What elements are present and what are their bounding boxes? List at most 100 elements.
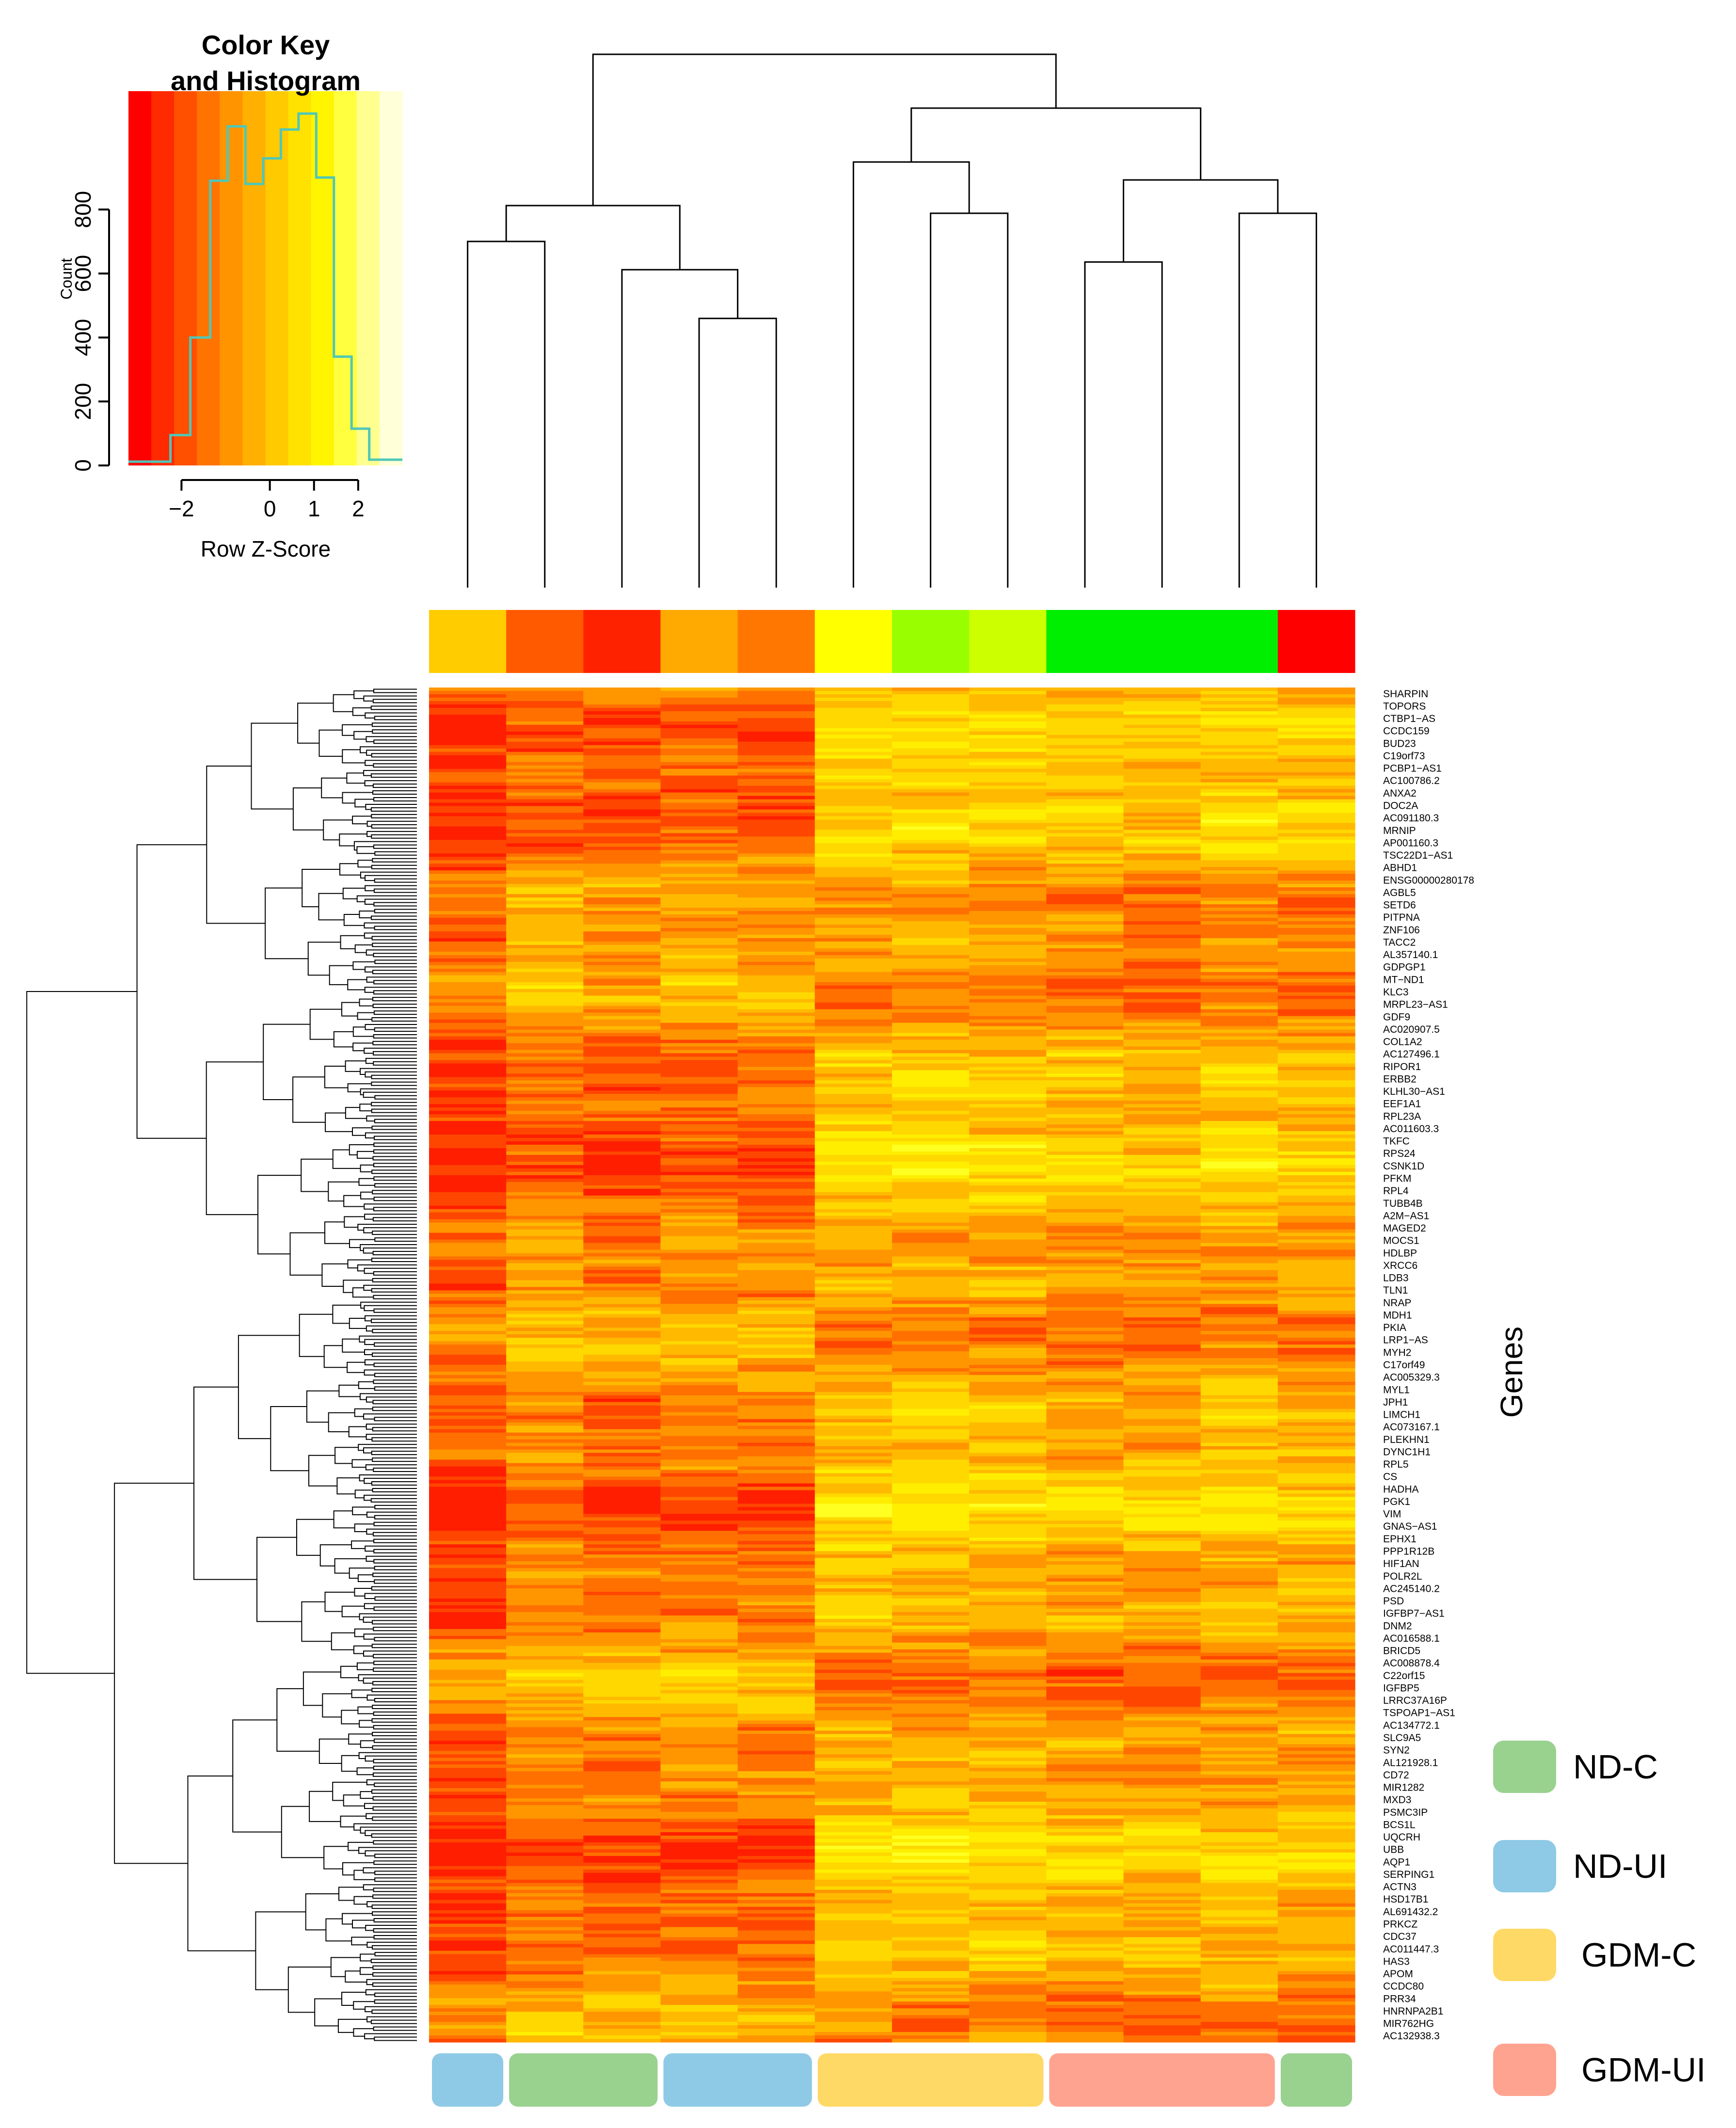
heatmap-cell [506,941,584,945]
heatmap-cell [429,1321,507,1325]
heatmap-cell [660,1551,738,1555]
heatmap-cell [814,1192,892,1196]
dendrogram-merge [374,1515,417,1520]
heatmap-cell [1277,1348,1355,1352]
heatmap-cell [892,1277,970,1280]
heatmap-cell [660,1632,738,1636]
heatmap-cell [660,1696,738,1701]
heatmap-cell [1200,1425,1278,1430]
heatmap-cell [1123,1923,1201,1928]
heatmap-cell [737,1490,815,1494]
heatmap-cell [1123,1646,1201,1650]
heatmap-cell [814,1792,892,1795]
dendrogram-merge [374,1952,417,1956]
heatmap-cell [1123,1439,1201,1443]
dendrogram-merge [372,784,417,788]
heatmap-cell [814,975,892,979]
heatmap-cell [1123,1490,1201,1494]
heatmap-cell [506,1693,584,1697]
heatmap-cell [583,1903,661,1907]
heatmap-cell [1200,1480,1278,1484]
dendrogram-merge [351,1459,373,1468]
heatmap-cell [1277,938,1355,942]
heatmap-cell [737,891,815,895]
heatmap-cell [583,1541,661,1545]
heatmap-cell [1277,1696,1355,1701]
heatmap-cell [892,1561,970,1565]
heatmap-cell [1123,1903,1201,1907]
heatmap-cell [429,1232,507,1237]
heatmap-cell [969,1324,1047,1328]
heatmap-cell [892,1246,970,1250]
heatmap-cell [969,1239,1047,1244]
heatmap-cell [1277,1951,1355,1954]
heatmap-cell [892,1171,970,1176]
heatmap-cell [814,1507,892,1511]
heatmap-cell [969,718,1047,722]
heatmap-cell [583,1141,661,1145]
heatmap-cell [892,978,970,983]
sample-color-cell [660,610,738,673]
heatmap-cell [1046,1900,1124,1904]
heatmap-cell [1277,1565,1355,1568]
heatmap-cell [892,1666,970,1670]
dendrogram-merge [347,979,367,991]
heatmap-cell [1046,1852,1124,1856]
heatmap-cell [506,1395,584,1399]
heatmap-cell [737,1080,815,1084]
heatmap-cell [737,745,815,749]
heatmap-cell [660,1927,738,1931]
heatmap-cell [892,728,970,732]
heatmap-cell [892,1940,970,1945]
heatmap-cell [429,1639,507,1643]
heatmap-cell [583,1690,661,1694]
heatmap-cell [1200,755,1278,759]
heatmap-cell [1046,1226,1124,1230]
heatmap-cell [1046,1710,1124,1714]
heatmap-cell [583,1094,661,1098]
heatmap-cell [660,741,738,746]
heatmap-cell [1046,928,1124,932]
heatmap-cell [1046,1676,1124,1680]
dendrogram-merge [370,1498,417,1503]
heatmap-cell [1200,1338,1278,1342]
heatmap-cell [660,1429,738,1433]
heatmap-cell [583,1385,661,1389]
heatmap-cell [1123,1040,1201,1044]
heatmap-cell [1200,887,1278,891]
heatmap-cell [660,1717,738,1721]
heatmap-cell [814,1026,892,1030]
heatmap-cell [892,745,970,749]
heatmap-cell [1277,799,1355,803]
heatmap-cell [429,1568,507,1572]
heatmap-cell [506,1659,584,1664]
heatmap-cell [429,1764,507,1768]
heatmap-cell [737,1808,815,1812]
heatmap-cell [506,1453,584,1457]
heatmap-cell [429,1629,507,1633]
heatmap-cell [1123,1582,1201,1585]
heatmap-cell [583,1077,661,1081]
heatmap-cell [429,864,507,867]
heatmap-cell [1123,1205,1201,1210]
heatmap-cell [737,1046,815,1050]
heatmap-cell [1200,1520,1278,1524]
heatmap-cell [1046,1056,1124,1060]
heatmap-cell [429,1473,507,1477]
dendrogram-merge [371,1718,417,1723]
heatmap-cell [892,1947,970,1951]
heatmap-cell [892,941,970,945]
heatmap-cell [1277,1429,1355,1433]
heatmap-cell [429,965,507,969]
heatmap-cell [1123,1101,1201,1104]
heatmap-cell [1123,1571,1201,1575]
heatmap-cell [1046,1622,1124,1626]
heatmap-cell [1277,1453,1355,1457]
heatmap-cell [429,1696,507,1701]
heatmap-cell [660,1195,738,1200]
heatmap-cell [1200,1727,1278,1731]
heatmap-cell [506,1344,584,1348]
heatmap-cell [1277,968,1355,973]
heatmap-cell [969,1375,1047,1379]
heatmap-cell [814,904,892,908]
